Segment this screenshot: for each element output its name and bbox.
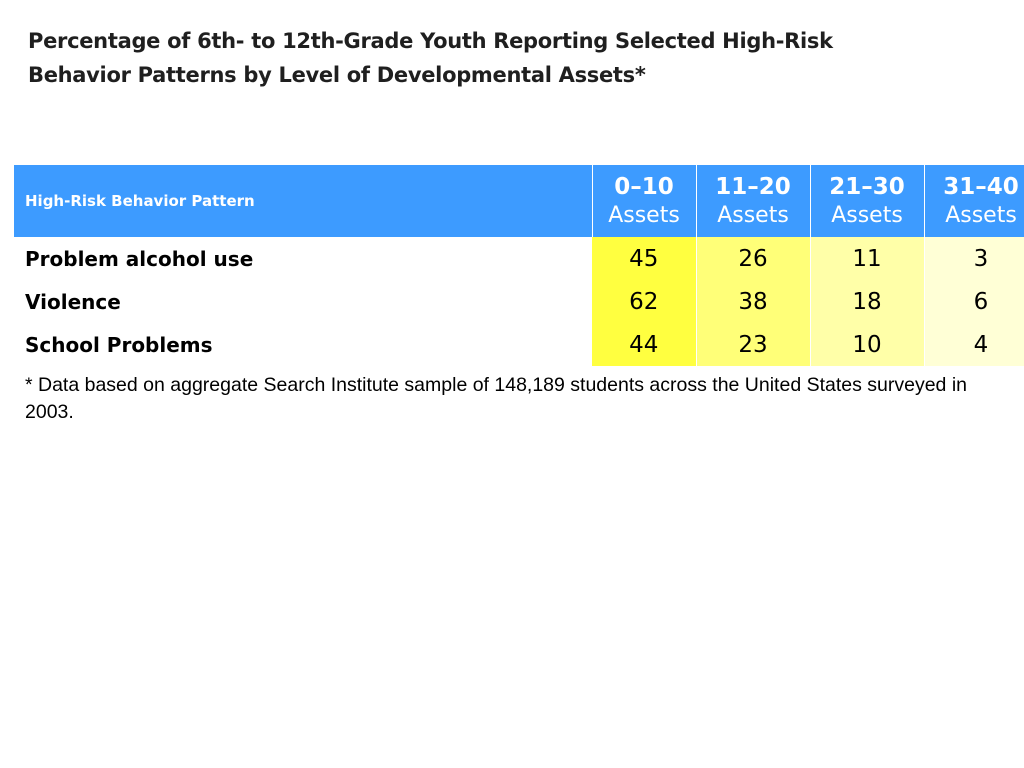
- column-range: 21–30: [829, 174, 905, 200]
- table-cell: 62: [592, 280, 697, 323]
- title-line-1: Percentage of 6th- to 12th-Grade Youth R…: [28, 29, 833, 53]
- high-risk-behavior-table: High-Risk Behavior Pattern 0–10 Assets 1…: [14, 165, 1024, 366]
- table-cell: 44: [592, 323, 697, 366]
- column-range: 0–10: [614, 174, 674, 200]
- column-unit: Assets: [608, 203, 680, 228]
- column-header-31-40-assets: 31–40 Assets: [924, 165, 1024, 237]
- column-header-21-30-assets: 21–30 Assets: [810, 165, 925, 237]
- column-range: 11–20: [715, 174, 791, 200]
- table-cell: 10: [810, 323, 925, 366]
- table-row: Violence 62 38 18 6: [14, 280, 1024, 323]
- table-row: School Problems 44 23 10 4: [14, 323, 1024, 366]
- table-cell: 26: [696, 237, 811, 280]
- row-label-school-problems: School Problems: [14, 323, 592, 366]
- column-header-behavior-pattern: High-Risk Behavior Pattern: [14, 165, 593, 237]
- table-cell: 3: [924, 237, 1024, 280]
- table-cell: 6: [924, 280, 1024, 323]
- footnote: * Data based on aggregate Search Institu…: [25, 374, 967, 423]
- row-label-problem-alcohol-use: Problem alcohol use: [14, 237, 592, 280]
- table-cell: 4: [924, 323, 1024, 366]
- column-header-0-10-assets: 0–10 Assets: [592, 165, 697, 237]
- table-row: Problem alcohol use 45 26 11 3: [14, 237, 1024, 280]
- table-cell: 18: [810, 280, 925, 323]
- table-cell: 45: [592, 237, 697, 280]
- table-header-row: High-Risk Behavior Pattern 0–10 Assets 1…: [14, 165, 1024, 237]
- column-range: 31–40: [943, 174, 1019, 200]
- table-cell: 23: [696, 323, 811, 366]
- page-title: Percentage of 6th- to 12th-Grade Youth R…: [28, 24, 928, 92]
- row-label-violence: Violence: [14, 280, 592, 323]
- column-unit: Assets: [945, 203, 1017, 228]
- title-line-2: Behavior Patterns by Level of Developmen…: [28, 63, 646, 87]
- column-unit: Assets: [717, 203, 789, 228]
- table-cell: 11: [810, 237, 925, 280]
- column-header-11-20-assets: 11–20 Assets: [696, 165, 811, 237]
- table-cell: 38: [696, 280, 811, 323]
- column-unit: Assets: [831, 203, 903, 228]
